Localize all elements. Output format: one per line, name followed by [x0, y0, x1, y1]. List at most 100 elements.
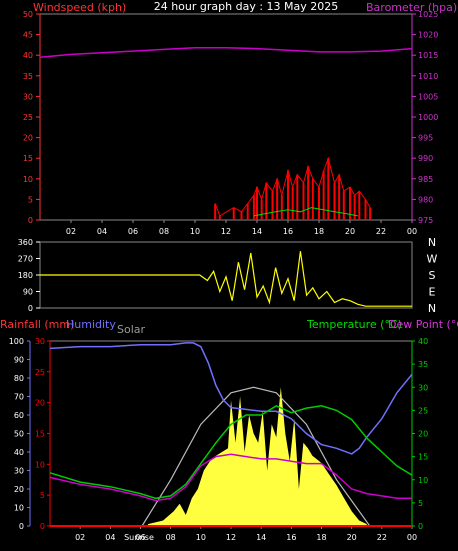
baro-tick-label: 995: [418, 134, 433, 143]
compass-label: S: [429, 269, 436, 282]
humidity-tick-label: 0: [19, 522, 24, 531]
compass-label: N: [428, 302, 436, 315]
x-tick-label: 22: [377, 533, 387, 542]
rain-tick-label: 0: [40, 522, 45, 531]
compass-label: W: [427, 253, 438, 266]
temp-tick-label: 35: [418, 360, 428, 369]
direction-tick-label: 360: [18, 238, 33, 247]
baro-tick-label: 1020: [418, 31, 438, 40]
wind-tick-label: 25: [23, 113, 33, 122]
wind-tick-label: 10: [23, 175, 33, 184]
compass-label: N: [428, 236, 436, 249]
wind-tick-label: 45: [23, 31, 33, 40]
humidity-tick-label: 90: [14, 356, 24, 365]
rain-tick-label: 20: [35, 399, 45, 408]
baro-tick-label: 1025: [418, 10, 438, 19]
baro-tick-label: 1005: [418, 92, 438, 101]
x-tick-label: 06: [135, 533, 145, 542]
humidity-tick-label: 20: [14, 485, 24, 494]
wind-tick-label: 40: [23, 51, 33, 60]
x-tick-label: 16: [286, 533, 296, 542]
x-tick-label: 14: [256, 533, 266, 542]
x-tick-label: 02: [66, 227, 76, 236]
wind-tick-label: 35: [23, 72, 33, 81]
wind-tick-label: 30: [23, 92, 33, 101]
wind-tick-label: 50: [23, 10, 33, 19]
wind-tick-label: 0: [28, 216, 33, 225]
baro-tick-label: 985: [418, 175, 433, 184]
temp-tick-label: 10: [418, 476, 428, 485]
x-tick-label: 02: [75, 533, 85, 542]
wind-average-line: [253, 207, 358, 217]
temp-tick-label: 20: [418, 430, 428, 439]
x-tick-label: 14: [252, 227, 262, 236]
x-tick-label: 12: [226, 533, 236, 542]
temp-tick-label: 25: [418, 406, 428, 415]
baro-tick-label: 975: [418, 216, 433, 225]
baro-tick-label: 980: [418, 195, 433, 204]
rain-tick-label: 15: [35, 430, 45, 439]
x-tick-label: 08: [166, 533, 176, 542]
x-tick-label: 18: [316, 533, 326, 542]
wind-tick-label: 5: [28, 195, 33, 204]
humidity-tick-label: 70: [14, 393, 24, 402]
wind-barometer-panel: 0510152025303540455097598098599099510001…: [23, 10, 439, 236]
humidity-tick-label: 100: [9, 337, 24, 346]
x-tick-label: 10: [196, 533, 206, 542]
compass-label: E: [429, 286, 436, 299]
humidity-tick-label: 10: [14, 504, 24, 513]
wind-tick-label: 15: [23, 154, 33, 163]
x-tick-label: 20: [347, 533, 357, 542]
humidity-tick-label: 60: [14, 411, 24, 420]
baro-tick-label: 1010: [418, 72, 438, 81]
temp-tick-label: 15: [418, 453, 428, 462]
temperature-line: [49, 404, 413, 500]
rain-tick-label: 25: [35, 368, 45, 377]
rain-tick-label: 5: [40, 491, 45, 500]
rain-tick-label: 30: [35, 337, 45, 346]
direction-tick-label: 270: [18, 255, 33, 264]
x-tick-label: 00: [407, 533, 417, 542]
x-tick-label: 20: [345, 227, 355, 236]
x-tick-label: 12: [221, 227, 231, 236]
x-tick-label: 00: [407, 227, 417, 236]
wind-direction-line: [40, 251, 412, 307]
direction-tick-label: 90: [23, 288, 33, 297]
dewpoint-line: [49, 453, 412, 502]
humidity-label: Humidity: [66, 318, 116, 331]
temp-tick-label: 30: [418, 383, 428, 392]
x-tick-label: 16: [283, 227, 293, 236]
rainfall-label: Rainfall (mm): [0, 318, 74, 331]
x-tick-label: 04: [105, 533, 115, 542]
top-plot-frame: [39, 13, 413, 221]
sunrise-label: Sunrise: [124, 533, 154, 542]
humidity-line: [49, 342, 413, 455]
x-tick-label: 08: [159, 227, 169, 236]
x-tick-label: 18: [314, 227, 324, 236]
temp-tick-label: 5: [418, 499, 423, 508]
dewpoint-label: Dew Point (°C): [388, 318, 458, 331]
temp-tick-label: 40: [418, 337, 428, 346]
graph-title: 24 hour graph day : 13 May 2025: [154, 0, 339, 13]
x-tick-label: 06: [128, 227, 138, 236]
solar-area: [148, 387, 367, 526]
solar-label: Solar: [117, 323, 146, 336]
humidity-tick-label: 50: [14, 430, 24, 439]
baro-tick-label: 1015: [418, 51, 438, 60]
direction-tick-label: 180: [18, 271, 33, 280]
humidity-tick-label: 80: [14, 374, 24, 383]
baro-tick-label: 1000: [418, 113, 438, 122]
barometer-line: [39, 47, 413, 59]
temperature-label: Temperature (°C): [306, 318, 402, 331]
x-tick-label: 22: [376, 227, 386, 236]
temperature-humidity-panel: 0102030405060708090100051015202530051015…: [9, 337, 428, 542]
wind-tick-label: 20: [23, 134, 33, 143]
humidity-tick-label: 40: [14, 448, 24, 457]
barometer-axis-label: Barometer (hpa): [366, 1, 457, 14]
windspeed-axis-label: Windspeed (kph): [33, 1, 126, 14]
rain-tick-label: 10: [35, 460, 45, 469]
wind-gust-line: [214, 156, 371, 217]
temp-tick-label: 0: [418, 522, 423, 531]
